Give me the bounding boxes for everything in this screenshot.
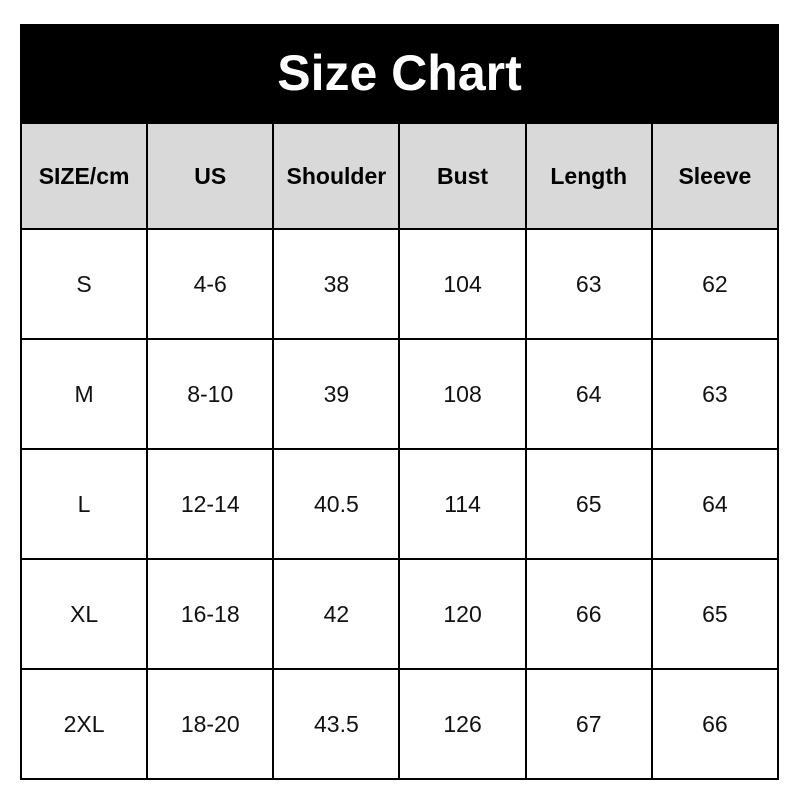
table-cell: M — [19, 338, 149, 450]
table-cell: 66 — [524, 558, 653, 670]
table-cell: 16-18 — [146, 558, 275, 670]
column-header: Length — [524, 122, 653, 230]
table-cell: 42 — [272, 558, 401, 670]
table-cell: 63 — [524, 228, 653, 340]
table-row: XL 16-18 42 120 66 65 — [19, 558, 780, 670]
table-cell: 12-14 — [146, 448, 275, 560]
size-chart: Size Chart SIZE/cm US Shoulder Bust Length Sl… — [19, 24, 780, 780]
table-cell: 104 — [398, 228, 527, 340]
table-cell: S — [19, 228, 149, 340]
table-cell: 8-10 — [146, 338, 275, 450]
column-header: SIZE/cm — [19, 122, 149, 230]
size-table: SIZE/cm US Shoulder Bust Length Sleeve S 4-6 38… — [19, 122, 780, 780]
table-cell: 67 — [524, 668, 653, 780]
table-cell: 120 — [398, 558, 527, 670]
table-cell: XL — [19, 558, 149, 670]
table-cell: 62 — [650, 228, 780, 340]
table-cell: 40.5 — [272, 448, 401, 560]
table-cell: 65 — [524, 448, 653, 560]
table-cell: 4-6 — [146, 228, 275, 340]
table-cell: L — [19, 448, 149, 560]
table-cell: 66 — [650, 668, 780, 780]
column-header: Bust — [398, 122, 527, 230]
column-header: Sleeve — [650, 122, 780, 230]
table-cell: 18-20 — [146, 668, 275, 780]
table-cell: 63 — [650, 338, 780, 450]
table-row: M 8-10 39 108 64 63 — [19, 338, 780, 450]
table-row: 2XL 18-20 43.5 126 67 66 — [19, 668, 780, 780]
chart-title: Size Chart — [277, 45, 522, 101]
column-header: Shoulder — [272, 122, 401, 230]
table-cell: 114 — [398, 448, 527, 560]
table-cell: 2XL — [19, 668, 149, 780]
table-cell: 64 — [524, 338, 653, 450]
table-cell: 126 — [398, 668, 527, 780]
table-cell: 39 — [272, 338, 401, 450]
table-cell: 38 — [272, 228, 401, 340]
table-cell: 65 — [650, 558, 780, 670]
table-row: L 12-14 40.5 114 65 64 — [19, 448, 780, 560]
column-header: US — [146, 122, 275, 230]
table-cell: 108 — [398, 338, 527, 450]
table-row: S 4-6 38 104 63 62 — [19, 228, 780, 340]
header-row: SIZE/cm US Shoulder Bust Length Sleeve — [19, 122, 780, 230]
table-cell: 43.5 — [272, 668, 401, 780]
table-cell: 64 — [650, 448, 780, 560]
